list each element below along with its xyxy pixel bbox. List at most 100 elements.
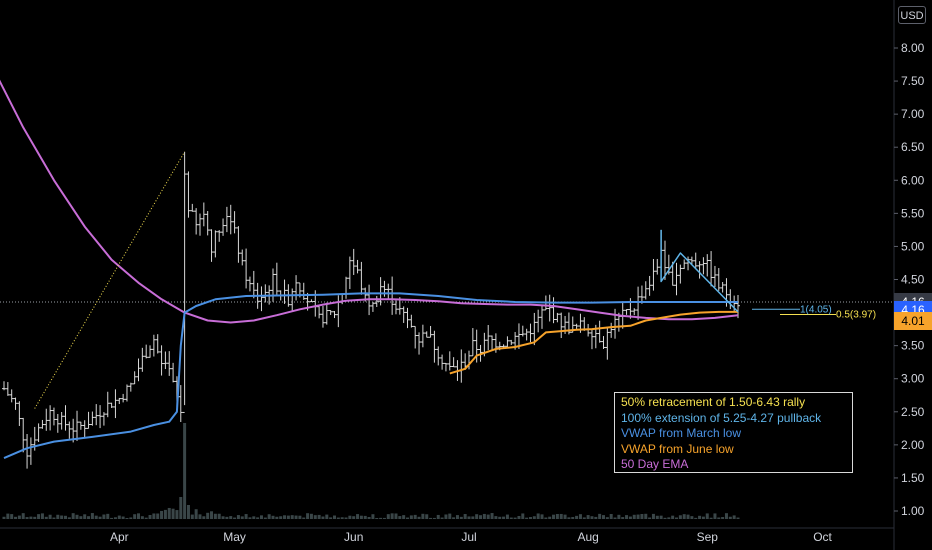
volume-bar: [321, 516, 325, 519]
volume-bar: [352, 516, 356, 519]
time-tick-label: Apr: [110, 530, 129, 544]
volume-bar: [555, 514, 559, 519]
price-tick-label: 3.50: [901, 339, 925, 353]
volume-bar: [386, 514, 390, 519]
price-tick-label: 8.00: [901, 41, 925, 55]
volume-bar: [217, 513, 221, 519]
volume-bar: [25, 517, 29, 519]
price-tick-label: 7.00: [901, 107, 925, 121]
volume-bar: [721, 517, 725, 519]
volume-bar: [309, 513, 313, 519]
volume-bar: [694, 517, 698, 519]
volume-bar: [21, 513, 25, 519]
volume-bar: [402, 515, 406, 519]
volume-bar: [279, 516, 283, 519]
price-axis[interactable]: 8.00 7.50 7.00 6.50 6.00 5.50 5.00 4.50 3.50 3.00…: [893, 0, 925, 550]
fib-extension-label: 1(4.05): [800, 304, 832, 315]
volume-bar: [432, 517, 436, 519]
volume-bar: [663, 517, 667, 519]
volume-bar: [644, 513, 648, 519]
volume-bar: [563, 514, 567, 519]
volume-bar: [552, 514, 556, 519]
volume-bar: [621, 517, 625, 519]
volume-bar: [52, 517, 56, 519]
volume-bar: [102, 514, 106, 519]
volume-bar: [440, 517, 444, 519]
volume-bar: [632, 514, 636, 519]
volume-bar: [494, 516, 498, 519]
volume-bar: [129, 517, 133, 519]
volume-bar: [98, 516, 102, 519]
volume-bar: [379, 517, 383, 519]
price-bars: [2, 151, 740, 469]
volume-bar: [502, 516, 506, 519]
legend-item-retracement: 50% retracement of 1.50-6.43 rally: [621, 395, 806, 409]
volume-bar: [137, 513, 141, 519]
volume-bar: [144, 517, 148, 519]
volume-bar: [409, 515, 413, 519]
volume-bar: [183, 423, 187, 519]
ema-line: [0, 79, 739, 324]
volume-bar: [113, 517, 117, 519]
volume-bar: [413, 514, 417, 519]
volume-bar: [698, 515, 702, 519]
price-tick-label: 3.00: [901, 372, 925, 386]
volume-bar: [724, 513, 728, 519]
time-tick-label: Jun: [344, 530, 363, 544]
volume-bar: [190, 514, 194, 519]
volume-bar: [210, 511, 214, 519]
volume-bar: [505, 514, 509, 519]
price-tick-label: 4.50: [901, 273, 925, 287]
volume-bar: [406, 517, 410, 519]
volume-bar: [394, 513, 398, 519]
volume-bar: [17, 515, 21, 519]
volume-bar: [459, 516, 463, 519]
volume-bar: [471, 516, 475, 519]
volume-bar: [186, 505, 190, 519]
time-tick-label: Aug: [577, 530, 598, 544]
volume-bar: [675, 517, 679, 519]
volume-bar: [463, 514, 467, 519]
volume-bar: [290, 515, 294, 519]
volume-bar: [71, 513, 75, 519]
volume-bar: [532, 516, 536, 519]
volume-bar: [525, 517, 529, 519]
time-axis[interactable]: Apr May Jun Jul Aug Sep Oct: [0, 527, 894, 544]
currency-button[interactable]: USD: [898, 6, 926, 24]
volume-bar: [252, 516, 256, 519]
time-tick-label: Jul: [461, 530, 476, 544]
fib-extension-trendline: [660, 229, 739, 313]
volume-bar: [156, 513, 160, 519]
volume-bar: [79, 516, 83, 519]
volume-bar: [348, 515, 352, 519]
volume-bar: [448, 513, 452, 519]
volume-bar: [367, 516, 371, 519]
volume-bar: [206, 512, 210, 519]
price-tick-label: 5.50: [901, 206, 925, 220]
volume-bar: [582, 517, 586, 519]
volume-bar: [575, 515, 579, 519]
legend-box[interactable]: 50% retracement of 1.50-6.43 rally 100% …: [614, 392, 853, 473]
legend-item-vwap-march: VWAP from March low: [621, 426, 742, 440]
volume-bar: [194, 509, 198, 519]
volume-bar: [548, 516, 552, 519]
volume-bar: [479, 515, 483, 519]
volume-bar: [717, 517, 721, 519]
price-tick-label: 2.00: [901, 438, 925, 452]
volume-bar: [298, 515, 302, 519]
volume-bar: [709, 517, 713, 519]
volume-bar: [259, 515, 263, 519]
volume-bar: [313, 515, 317, 519]
volume-bar: [33, 516, 37, 519]
volume-bar: [686, 514, 690, 519]
volume-bar: [344, 517, 348, 519]
volume-bar: [175, 510, 179, 519]
volume-bar: [329, 517, 333, 519]
volume-bar: [229, 516, 233, 519]
volume-bar: [628, 516, 632, 519]
price-tag: 4.01: [894, 311, 932, 330]
volume-bar: [421, 513, 425, 519]
volume-bar: [233, 517, 237, 519]
volume-bar: [63, 515, 67, 519]
volume-bar: [121, 516, 125, 519]
